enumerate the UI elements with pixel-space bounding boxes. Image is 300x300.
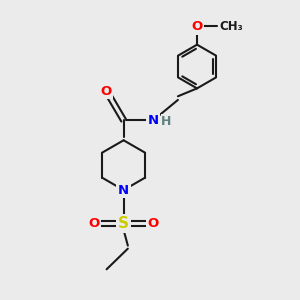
Text: N: N <box>118 184 129 196</box>
Text: H: H <box>161 115 172 128</box>
Text: CH₃: CH₃ <box>220 20 244 33</box>
Text: N: N <box>148 114 159 127</box>
Text: O: O <box>101 85 112 98</box>
Text: S: S <box>118 216 129 231</box>
Text: O: O <box>191 20 203 33</box>
Text: O: O <box>147 217 159 230</box>
Text: O: O <box>88 217 100 230</box>
